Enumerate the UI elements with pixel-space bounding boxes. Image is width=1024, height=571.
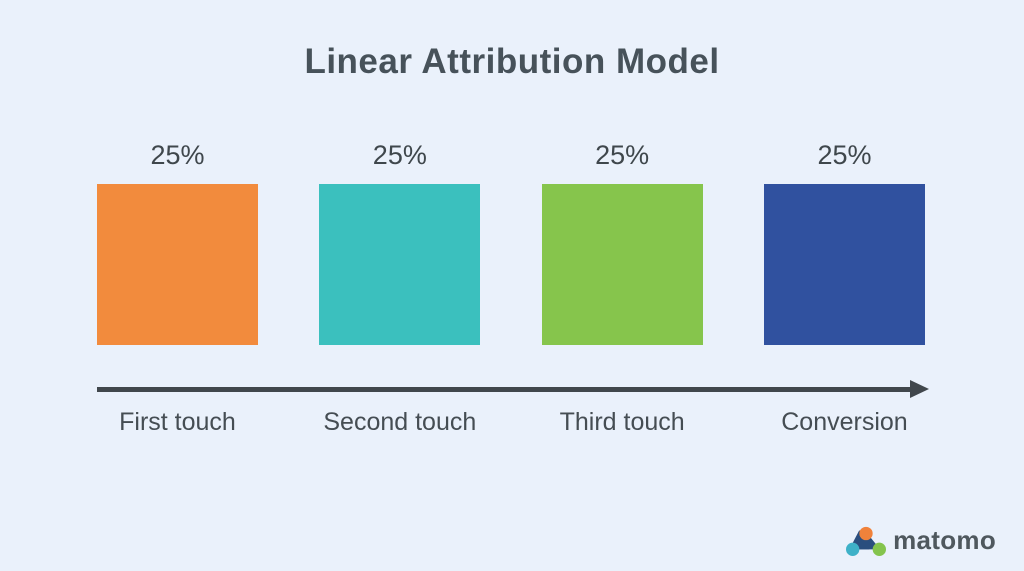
- label-third-touch: Third touch: [559, 408, 685, 436]
- label-second-touch: Second touch: [323, 408, 477, 436]
- step-value-label: 25%: [150, 140, 205, 170]
- attribution-step-conversion: 25%: [763, 140, 925, 345]
- timeline-arrow: [97, 380, 929, 398]
- timeline-arrow-shaft: [97, 387, 912, 392]
- label-first-touch: First touch: [119, 408, 236, 436]
- label-conversion: Conversion: [781, 408, 908, 436]
- step-square: [541, 184, 703, 345]
- step-value-label: 25%: [817, 140, 872, 170]
- attribution-steps-row: 25% 25% 25% 25%: [97, 140, 925, 345]
- attribution-step-second-touch: 25%: [319, 140, 481, 345]
- step-square: [97, 184, 258, 345]
- step-square: [763, 184, 925, 345]
- step-value-label: 25%: [595, 140, 650, 170]
- step-value-label: 25%: [372, 140, 427, 170]
- step-square: [319, 184, 481, 345]
- matomo-logo-wordmark: matomo: [893, 525, 996, 555]
- attribution-step-third-touch: 25%: [541, 140, 703, 345]
- matomo-logo-icon: [846, 526, 887, 556]
- matomo-logo: matomo: [846, 525, 996, 556]
- page-title: Linear Attribution Model: [304, 42, 720, 81]
- arrowhead-icon: [910, 380, 929, 398]
- touchpoint-labels-row: First touch Second touch Third touch Con…: [97, 406, 925, 438]
- attribution-step-first-touch: 25%: [97, 140, 258, 345]
